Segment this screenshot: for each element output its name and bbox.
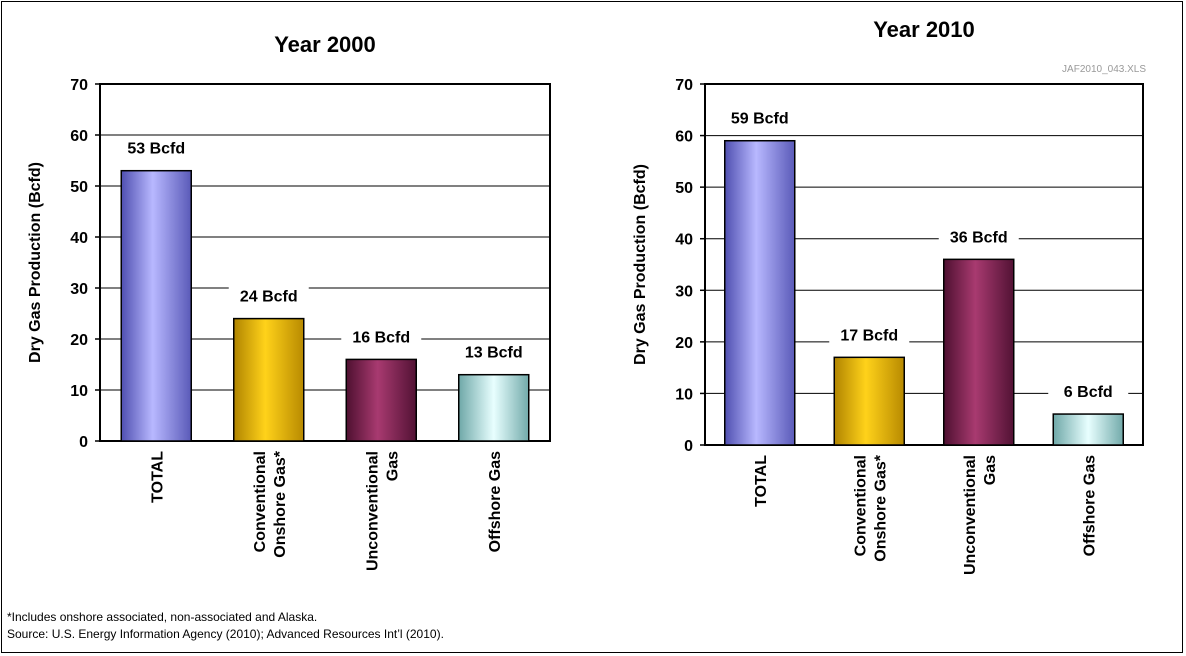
chart2-data-label: 17 Bcfd — [840, 327, 898, 344]
chart1-data-label-bg — [228, 284, 309, 307]
chart1-data-label-bg — [341, 325, 422, 348]
chart2-ytick-label: 40 — [675, 232, 693, 249]
chart1-category-label: Conventional — [252, 451, 269, 552]
chart2-bar — [833, 356, 905, 446]
source-note: Source: U.S. Energy Information Agency (… — [7, 627, 444, 641]
chart1-category-label: Offshore Gas — [487, 451, 504, 552]
chart2-data-label: 6 Bcfd — [1064, 384, 1113, 401]
chart1-ytick-label: 30 — [70, 281, 88, 298]
chart2-data-label-bg — [938, 225, 1019, 248]
chart1-ytick-label: 50 — [70, 179, 88, 196]
chart1-ytick-label: 70 — [70, 77, 88, 94]
file-reference: JAF2010_043.XLS — [1062, 64, 1146, 75]
chart1-data-label: 13 Bcfd — [465, 345, 523, 362]
chart1-category-label: Gas — [384, 451, 401, 481]
chart1-category-label: Unconventional — [364, 451, 381, 571]
chart2-data-label-bg — [719, 106, 800, 129]
chart1-category-label: Onshore Gas* — [272, 450, 289, 557]
chart1-ytick-label: 60 — [70, 128, 88, 145]
chart1-data-label: 53 Bcfd — [127, 141, 185, 158]
chart1-data-label-bg — [116, 136, 197, 159]
chart1-data-label-bg — [453, 340, 534, 363]
chart2-ytick-label: 70 — [675, 77, 693, 94]
chart1-data-label: 24 Bcfd — [240, 289, 298, 306]
footnote: *Includes onshore associated, non-associ… — [7, 610, 318, 624]
chart2-ytick-label: 50 — [675, 180, 693, 197]
chart2-ytick-label: 0 — [684, 438, 693, 455]
chart1-bar — [458, 373, 530, 442]
chart2-category-label: Offshore Gas — [1081, 455, 1098, 556]
chart2-ytick-label: 60 — [675, 129, 693, 146]
chart2-data-label-bg — [1048, 380, 1129, 403]
chart1-bar — [233, 317, 305, 442]
chart2-category-label: Onshore Gas* — [872, 454, 889, 561]
chart1-ytick-label: 40 — [70, 230, 88, 247]
chart2-category-label: Gas — [982, 455, 999, 485]
chart2-bar — [724, 139, 796, 446]
chart2-bar — [943, 258, 1015, 446]
chart1-bar — [120, 169, 192, 442]
chart1-plot-area — [99, 83, 551, 442]
chart2-ytick-label: 20 — [675, 335, 693, 352]
chart1-ytick-label: 10 — [70, 383, 88, 400]
chart2-category-label: Unconventional — [962, 455, 979, 575]
chart2-ytick-label: 10 — [675, 386, 693, 403]
chart2-title: Year 2010 — [873, 17, 975, 42]
chart1-data-label: 16 Bcfd — [352, 329, 410, 346]
chart2-category-label: TOTAL — [753, 455, 770, 507]
chart2-category-label: Conventional — [852, 455, 869, 556]
chart1-category-label: TOTAL — [149, 451, 166, 503]
chart1-title: Year 2000 — [274, 32, 376, 57]
chart1-bar — [345, 358, 417, 442]
chart1-ytick-label: 20 — [70, 332, 88, 349]
chart2-data-label: 59 Bcfd — [731, 111, 789, 128]
chart2-y-axis-label: Dry Gas Production (Bcfd) — [632, 164, 649, 365]
chart2-plot-area — [704, 83, 1144, 446]
chart2-ytick-label: 30 — [675, 283, 693, 300]
chart1-y-axis-label: Dry Gas Production (Bcfd) — [27, 162, 44, 363]
chart1-ytick-label: 0 — [79, 434, 88, 451]
chart2-bar — [1052, 413, 1124, 446]
chart2-data-label: 36 Bcfd — [950, 229, 1008, 246]
chart2-data-label-bg — [829, 323, 910, 346]
